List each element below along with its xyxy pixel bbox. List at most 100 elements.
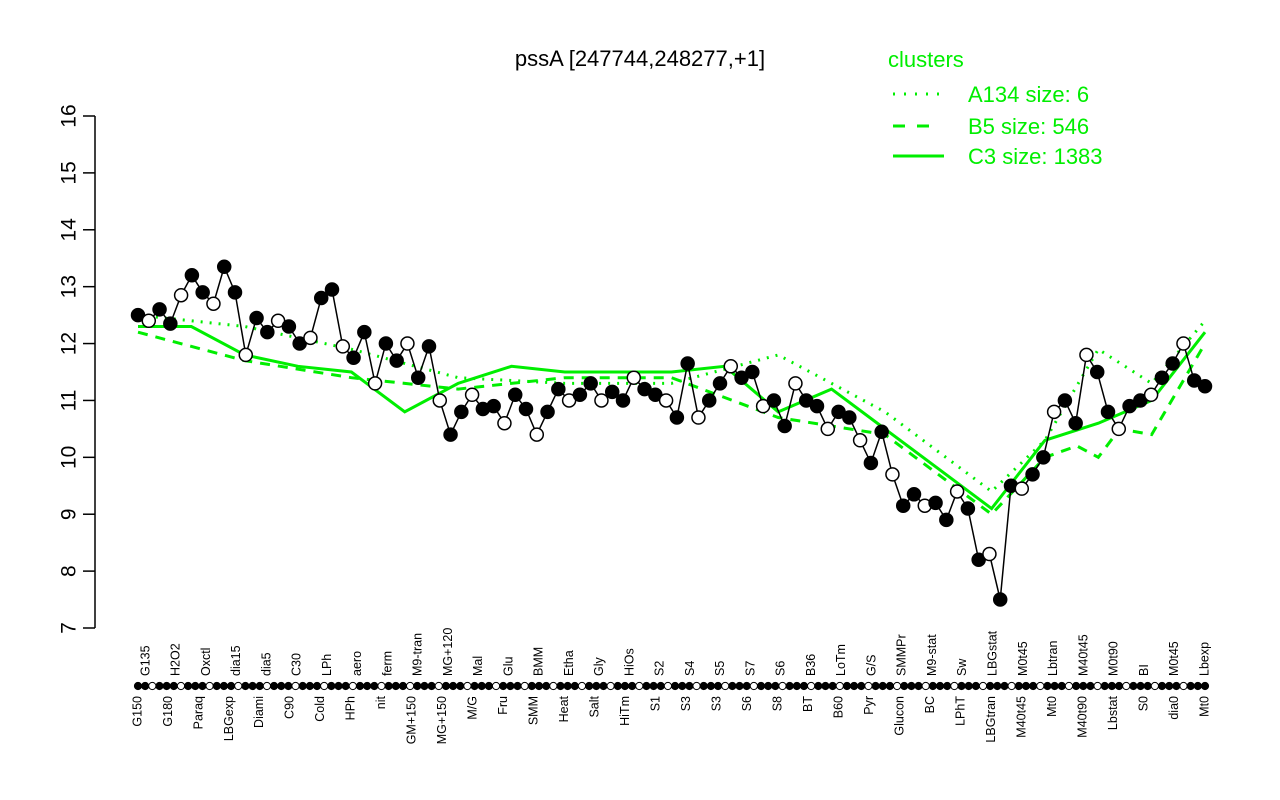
category-marker [678, 681, 687, 691]
category-marker [477, 681, 486, 691]
category-label-top: M9-tran [411, 633, 425, 676]
category-marker [799, 681, 809, 691]
category-marker [971, 681, 980, 691]
data-point [346, 350, 361, 366]
category-marker [957, 681, 966, 691]
category-marker [1100, 681, 1109, 691]
category-label-bottom: Paraq [191, 696, 205, 729]
category-marker [527, 681, 536, 691]
data-point [777, 418, 792, 434]
category-marker [255, 681, 264, 691]
category-label-top: M0t90 [1107, 641, 1121, 676]
category-marker [212, 681, 221, 691]
category-marker [713, 681, 723, 691]
category-marker [334, 681, 343, 691]
category-marker [828, 681, 837, 691]
category-marker [191, 681, 200, 691]
category-label-bottom: LBGtran [984, 696, 998, 743]
data-point [1197, 378, 1213, 394]
cluster-line-dashed [137, 330, 1207, 517]
data-point [1068, 415, 1083, 431]
category-label-top: Lbtran [1046, 641, 1060, 676]
category-marker [764, 681, 773, 691]
data-point [1079, 347, 1094, 363]
data-point [1100, 404, 1116, 420]
category-label-bottom: S3 [710, 696, 724, 711]
category-marker [1057, 681, 1066, 691]
data-point [820, 421, 836, 437]
category-marker [320, 681, 329, 691]
category-marker [642, 681, 651, 691]
category-marker [728, 681, 737, 691]
data-point [960, 501, 976, 516]
category-label-top: B36 [804, 654, 818, 676]
category-marker [721, 681, 730, 691]
category-marker [1086, 681, 1095, 691]
category-marker [986, 681, 995, 691]
category-marker [1007, 681, 1016, 691]
data-point [206, 296, 221, 311]
category-marker [1129, 681, 1138, 691]
category-marker [542, 681, 551, 691]
category-marker [520, 681, 529, 691]
category-marker [964, 681, 973, 691]
category-label-bottom: HiTm [618, 696, 632, 726]
data-point [842, 410, 857, 425]
category-marker [155, 681, 164, 691]
cluster-line-dotted [137, 313, 1207, 494]
data-point [885, 467, 900, 482]
data-point [443, 427, 458, 442]
category-label-top: Glu [501, 657, 515, 677]
category-marker [814, 681, 823, 691]
data-point [1046, 404, 1062, 420]
category-label-top: LBGstat [985, 630, 999, 676]
category-marker [406, 681, 415, 691]
category-marker [556, 681, 565, 691]
category-marker [441, 681, 451, 691]
category-marker [907, 681, 916, 691]
category-marker [606, 681, 615, 691]
category-marker [184, 681, 193, 691]
category-marker [871, 681, 880, 691]
data-point [378, 336, 394, 351]
category-label-top: SMMPr [895, 634, 909, 676]
category-marker [1143, 681, 1152, 691]
category-label-top: Etha [562, 650, 576, 676]
category-marker [699, 681, 708, 691]
y-tick-label: 16 [58, 104, 81, 127]
category-marker [1050, 681, 1059, 691]
category-label-top: LPh [320, 654, 334, 676]
data-point [1111, 421, 1127, 437]
data-point [906, 487, 922, 502]
category-marker [685, 681, 694, 691]
category-marker [878, 681, 887, 691]
category-marker [248, 681, 257, 691]
category-label-bottom: S3 [679, 696, 693, 711]
category-label-bottom: Heat [557, 695, 571, 722]
data-point [604, 384, 620, 400]
data-point [249, 310, 264, 326]
category-label-bottom: S0 [1136, 696, 1150, 711]
category-label-bottom: nit [374, 695, 388, 709]
category-marker [205, 681, 214, 691]
y-tick-label: 11 [58, 390, 81, 412]
category-marker [1122, 681, 1131, 691]
data-point [163, 316, 178, 331]
chart-title: pssA [247744,248277,+1] [515, 46, 765, 71]
data-point [1025, 467, 1040, 482]
data-point [184, 268, 200, 283]
category-marker [620, 681, 630, 691]
data-point [152, 302, 167, 317]
category-marker [928, 681, 937, 691]
data-point [1057, 393, 1073, 408]
category-label-top: Mal [471, 656, 485, 676]
category-marker [219, 681, 229, 691]
category-marker [491, 681, 501, 691]
category-marker [463, 681, 472, 691]
data-point [583, 376, 598, 391]
category-marker [1043, 681, 1052, 691]
category-label-bottom: Diami [252, 696, 266, 728]
category-marker [950, 681, 959, 691]
category-marker [363, 681, 372, 691]
